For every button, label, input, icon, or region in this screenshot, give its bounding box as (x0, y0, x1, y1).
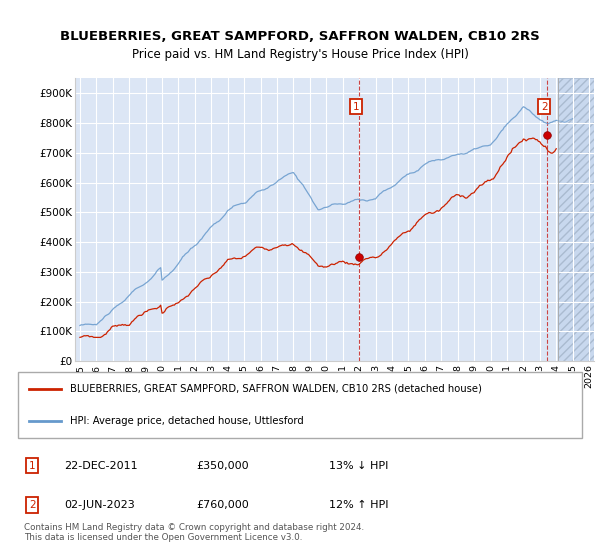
Text: 2: 2 (29, 500, 35, 510)
Text: 02-JUN-2023: 02-JUN-2023 (64, 500, 134, 510)
FancyBboxPatch shape (18, 372, 582, 437)
Text: £760,000: £760,000 (196, 500, 249, 510)
Text: £350,000: £350,000 (196, 460, 249, 470)
Text: 1: 1 (29, 460, 35, 470)
Bar (557, 78, 594, 361)
Text: 12% ↑ HPI: 12% ↑ HPI (329, 500, 388, 510)
Text: 1: 1 (353, 102, 359, 111)
Text: 13% ↓ HPI: 13% ↓ HPI (329, 460, 388, 470)
Text: Price paid vs. HM Land Registry's House Price Index (HPI): Price paid vs. HM Land Registry's House … (131, 48, 469, 62)
Text: BLUEBERRIES, GREAT SAMPFORD, SAFFRON WALDEN, CB10 2RS (detached house): BLUEBERRIES, GREAT SAMPFORD, SAFFRON WAL… (70, 384, 481, 394)
Text: 2: 2 (541, 102, 548, 111)
Bar (557, 78, 594, 361)
Text: HPI: Average price, detached house, Uttlesford: HPI: Average price, detached house, Uttl… (70, 416, 304, 426)
Text: Contains HM Land Registry data © Crown copyright and database right 2024.
This d: Contains HM Land Registry data © Crown c… (23, 523, 364, 542)
Text: BLUEBERRIES, GREAT SAMPFORD, SAFFRON WALDEN, CB10 2RS: BLUEBERRIES, GREAT SAMPFORD, SAFFRON WAL… (60, 30, 540, 43)
Text: 22-DEC-2011: 22-DEC-2011 (64, 460, 137, 470)
